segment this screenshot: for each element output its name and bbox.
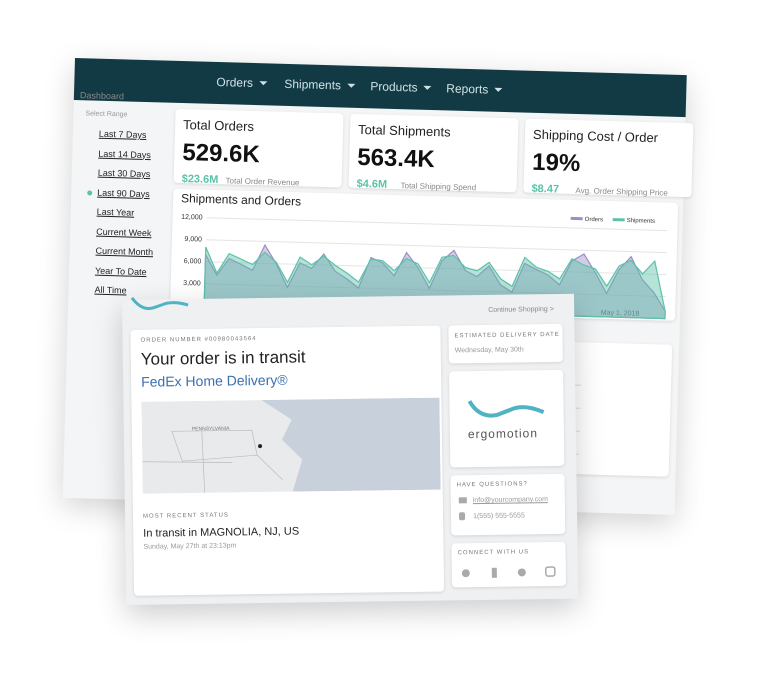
connect-label: CONNECT WITH US xyxy=(457,549,530,557)
kpi-value: 563.4K xyxy=(356,143,436,174)
range-link[interactable]: Last 30 Days xyxy=(97,167,151,180)
kpi-label: Shipping Cost / Order xyxy=(532,126,659,146)
status-label: MOST RECENT STATUS xyxy=(142,512,229,520)
social-card: CONNECT WITH US xyxy=(451,541,567,588)
phone[interactable]: 1(555) 555-5555 xyxy=(473,512,525,521)
legend-swatch xyxy=(570,216,583,221)
continue-link[interactable]: Continue Shopping > xyxy=(488,305,554,314)
range-link[interactable]: Last Year xyxy=(96,206,135,218)
questions-card: HAVE QUESTIONS? info@yourcompany.com 1(5… xyxy=(450,473,566,536)
status: In transit in MAGNOLIA, NJ, US xyxy=(143,525,300,540)
y-tick-label: 12,000 xyxy=(181,214,203,222)
kpi-label: Total Shipments xyxy=(357,121,451,140)
email-icon xyxy=(458,497,467,504)
carrier: FedEx Home Delivery® xyxy=(141,371,288,390)
range-link[interactable]: All Time xyxy=(94,284,127,296)
kpi-sub-value: $4.6M xyxy=(356,177,388,191)
phone-icon xyxy=(458,512,466,521)
twitter-icon[interactable] xyxy=(461,569,470,578)
grid-line xyxy=(205,239,667,254)
order-heading: Your order is in transit xyxy=(140,347,306,369)
grid-line xyxy=(205,261,667,276)
delivery-label: ESTIMATED DELIVERY DATE xyxy=(454,331,560,340)
kpi-value: 529.6K xyxy=(182,139,261,169)
grid-line xyxy=(204,283,666,298)
status-time: Sunday, May 27th at 23:13pm xyxy=(143,542,237,551)
email[interactable]: info@yourcompany.com xyxy=(472,496,548,505)
active-dot xyxy=(87,189,93,196)
map-label: PENNSYLVANIA xyxy=(192,426,230,433)
range-link[interactable]: Last 14 Days xyxy=(98,148,152,160)
kpi-value: 19% xyxy=(531,148,581,178)
logo-wave xyxy=(130,296,189,311)
questions-label: HAVE QUESTIONS? xyxy=(456,481,528,489)
range-link[interactable]: Last 90 Days xyxy=(97,187,150,199)
nav-item[interactable]: Orders xyxy=(216,75,267,90)
pinterest-icon[interactable] xyxy=(517,568,526,577)
y-tick-label: 6,000 xyxy=(184,258,202,265)
brand-logo xyxy=(467,400,545,418)
kpi-sub-value: $23.6M xyxy=(181,173,219,187)
kpi-card: Total Orders 529.6K $23.6M Total Order Reve… xyxy=(173,108,344,188)
range-link[interactable]: Current Week xyxy=(96,226,152,238)
y-tick-label: 9,000 xyxy=(184,236,202,243)
delivery-card: ESTIMATED DELIVERY DATE Wednesday, May 3… xyxy=(448,323,563,364)
legend-label: Shipments xyxy=(627,218,656,225)
kpi-sub-value: $8.47 xyxy=(531,182,560,196)
kpi-card: Total Shipments 563.4K $4.6M Total Shipping… xyxy=(348,113,519,193)
kpi-sub-label: Total Order Revenue xyxy=(225,176,300,188)
tracking-page: Continue Shopping > ORDER NUMBER #009800… xyxy=(122,293,579,605)
nav-item[interactable]: Products xyxy=(370,79,432,95)
brand-card: ergomotion xyxy=(449,369,565,468)
kpi-sub-label: Total Shipping Spend xyxy=(400,181,477,193)
order-card: ORDER NUMBER #00980043564 Your order is … xyxy=(130,325,445,596)
chart-title: Shipments and Orders xyxy=(181,191,301,208)
grid-line xyxy=(206,217,668,232)
kpi-sub-label: Avg. Order Shipping Price xyxy=(575,186,668,198)
map: PENNSYLVANIA xyxy=(141,397,441,494)
kpi-label: Total Orders xyxy=(182,117,255,135)
range-link[interactable]: Last 7 Days xyxy=(98,128,147,141)
social-icons xyxy=(461,566,556,578)
nav-item[interactable]: Shipments xyxy=(284,77,355,93)
brand-name: ergomotion xyxy=(467,426,539,442)
x-label: May 1, 2018 xyxy=(601,310,640,318)
range-link[interactable]: Year To Date xyxy=(94,265,147,277)
legend-swatch xyxy=(612,218,625,222)
kpi-card: Shipping Cost / Order 19% $8.47 Avg. Order … xyxy=(523,118,694,198)
order-number: ORDER NUMBER #00980043564 xyxy=(140,336,257,344)
nav-item[interactable]: Reports xyxy=(446,81,502,97)
instagram-icon[interactable] xyxy=(545,566,556,577)
delivery-date: Wednesday, May 30th xyxy=(454,346,524,355)
y-tick-label: 3,000 xyxy=(183,280,201,287)
legend-label: Orders xyxy=(585,217,604,224)
facebook-icon[interactable] xyxy=(491,567,497,578)
range-link[interactable]: Current Month xyxy=(95,245,154,258)
